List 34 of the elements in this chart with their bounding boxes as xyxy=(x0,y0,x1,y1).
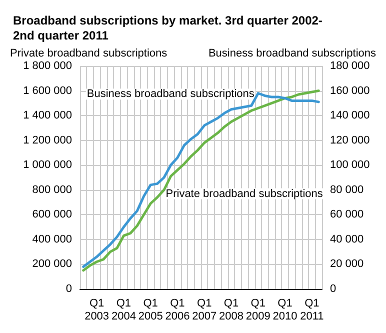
x-tick-label: Q1 2007 xyxy=(192,298,217,322)
y2-tick-label: 0 xyxy=(330,283,336,295)
series-label: Business broadband subscriptions xyxy=(86,88,255,100)
y-tick-label: 1 600 000 xyxy=(23,84,72,97)
series-label: Private broadband subscriptions xyxy=(166,188,324,200)
y2-axis-title: Business broadband subscriptions xyxy=(208,48,376,60)
y-tick-label: 600 000 xyxy=(32,208,72,221)
chart-title: Broadband subscriptions by market. 3rd quarter 2002- 2nd quarter 2011 xyxy=(13,14,322,42)
y-axis-title: Private broadband subscriptions xyxy=(10,48,168,60)
y2-tick-label: 100 000 xyxy=(330,159,370,172)
x-tick-label: Q1 2005 xyxy=(138,298,163,322)
x-tick-label: Q1 2006 xyxy=(165,298,190,322)
y2-tick-label: 60 000 xyxy=(330,208,364,221)
y2-tick-label: 180 000 xyxy=(330,60,370,72)
x-tick-label: Q1 2011 xyxy=(300,298,324,322)
y2-tick-label: 120 000 xyxy=(330,134,370,146)
y-tick-label: 200 000 xyxy=(32,258,72,270)
y-tick-label: 1 800 000 xyxy=(23,60,72,72)
y2-tick-label: 20 000 xyxy=(330,258,364,270)
x-tick-label: Q1 2003 xyxy=(84,298,110,322)
y-tick-label: 1 400 000 xyxy=(23,110,72,122)
y2-tick-label: 80 000 xyxy=(330,184,364,196)
y2-tick-label: 160 000 xyxy=(330,84,370,97)
y2-tick-label: 40 000 xyxy=(330,233,364,246)
y-tick-label: 800 000 xyxy=(32,184,72,196)
x-tick-label: Q1 2009 xyxy=(246,298,270,322)
y-tick-label: 1 000 000 xyxy=(23,159,72,172)
x-tick-label: Q1 2010 xyxy=(272,298,298,322)
x-tick-label: Q1 2004 xyxy=(111,298,136,322)
y-tick-label: 1 200 000 xyxy=(23,134,72,146)
y2-tick-label: 140 000 xyxy=(330,110,370,122)
x-tick-label: Q1 2008 xyxy=(219,298,244,322)
y-tick-label: 0 xyxy=(66,283,72,295)
y-tick-label: 400 000 xyxy=(32,233,72,246)
